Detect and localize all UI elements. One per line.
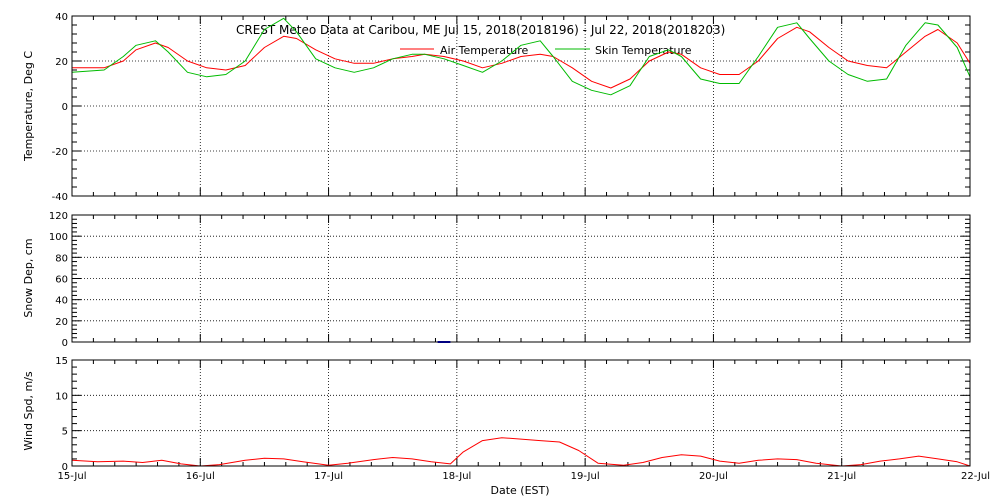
panel-frame — [71, 214, 971, 343]
y-tick-label: 0 — [62, 462, 68, 473]
x-axis-title: Date (EST) — [490, 484, 549, 497]
panel-frame — [71, 15, 971, 197]
series-line-skin-temperature — [71, 17, 971, 96]
chart-title: CREST Meteo Data at Caribou, ME Jul 15, … — [236, 23, 725, 37]
temperature-axis-title: Temperature, Deg C — [22, 51, 35, 162]
y-tick-label: 5 — [62, 427, 68, 438]
panel-snow: 0 20 40 60 80 100 120 — [49, 211, 971, 349]
panel-frame — [71, 359, 971, 467]
x-tick-label: 16-Jul — [186, 471, 215, 482]
y-tick-label: 15 — [55, 356, 68, 367]
y-tick-label: 100 — [49, 232, 68, 243]
y-tick-label: 0 — [62, 338, 68, 349]
x-tick-label: 20-Jul — [699, 471, 728, 482]
series-line-air-temperature — [72, 26, 971, 89]
y-tick-label: 20 — [55, 317, 68, 328]
y-tick-label: 40 — [55, 296, 68, 307]
x-tick-label: 17-Jul — [314, 471, 343, 482]
x-tick-label: 18-Jul — [442, 471, 471, 482]
x-tick-label: 22-Jul — [961, 471, 990, 482]
y-tick-label: 0 — [62, 102, 68, 113]
y-tick-label: -40 — [52, 192, 68, 203]
y-tick-label: 20 — [55, 57, 68, 68]
y-tick-label: 10 — [55, 391, 68, 402]
series-line-wind — [71, 437, 971, 467]
y-tick-label: 40 — [55, 12, 68, 23]
x-tick-label: 21-Jul — [827, 471, 856, 482]
y-tick-label: 60 — [55, 275, 68, 286]
snow-depth-axis-title: Snow Dep, cm — [22, 238, 35, 317]
legend-label-skin-temperature: Skin Temperature — [595, 44, 692, 57]
y-tick-label: 80 — [55, 253, 68, 264]
panel-temperature: -40 -20 0 20 40 — [52, 12, 971, 203]
legend: Air Temperature Skin Temperature — [400, 44, 692, 57]
y-tick-label: -20 — [52, 147, 68, 158]
y-tick-label: 120 — [49, 211, 68, 222]
x-tick-label: 15-Jul — [58, 471, 87, 482]
panel-wind: 0 5 10 15 — [55, 356, 971, 473]
legend-label-air-temperature: Air Temperature — [440, 44, 529, 57]
x-tick-label: 19-Jul — [571, 471, 600, 482]
wind-speed-axis-title: Wind Spd, m/s — [22, 371, 35, 451]
